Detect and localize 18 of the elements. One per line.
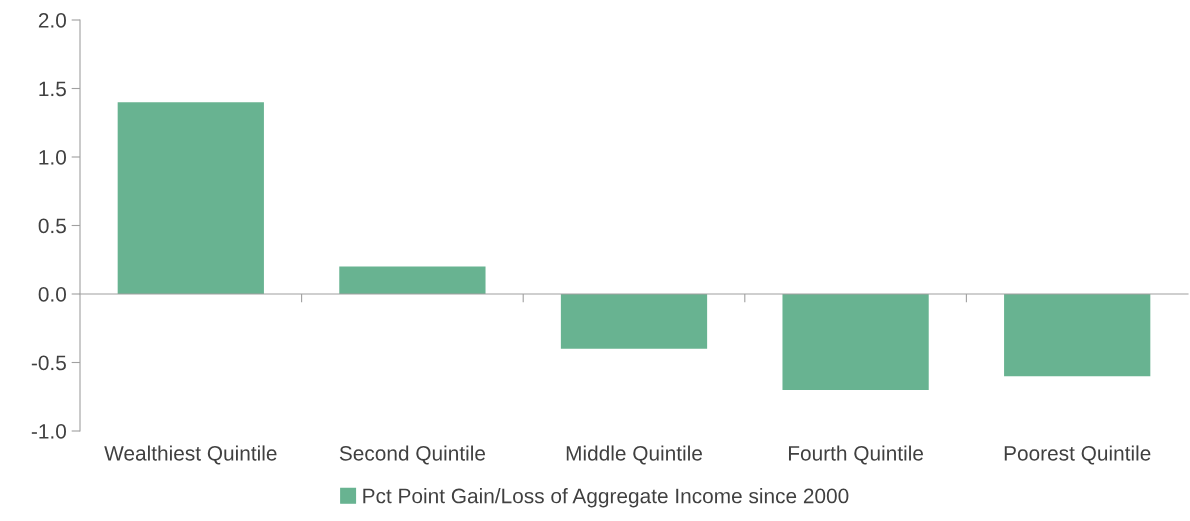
y-tick-label: -1.0 [31, 424, 66, 439]
bar [782, 294, 929, 390]
y-tick-label: -0.5 [31, 355, 66, 371]
x-tick-label: Middle Quintile [566, 445, 702, 465]
x-tick-label: Fourth Quintile [789, 445, 923, 465]
x-tick-label: Poorest Quintile [1004, 445, 1151, 465]
y-tick-label: 0.5 [38, 218, 66, 234]
bar [560, 294, 708, 349]
y-tick-label: 2.0 [38, 13, 66, 28]
bar [117, 102, 264, 294]
y-tick-label: 1.5 [39, 81, 66, 97]
y-tick-label: 0.0 [38, 287, 66, 302]
bar [1004, 294, 1151, 377]
legend-label: Pct Point Gain/Loss of Aggregate Income since 2000 [363, 488, 849, 508]
x-tick-label: Second Quintile [339, 445, 486, 465]
x-tick-label: Wealthiest Quintile [104, 445, 277, 465]
bar [339, 266, 486, 294]
y-tick-label: 1.0 [39, 150, 66, 165]
